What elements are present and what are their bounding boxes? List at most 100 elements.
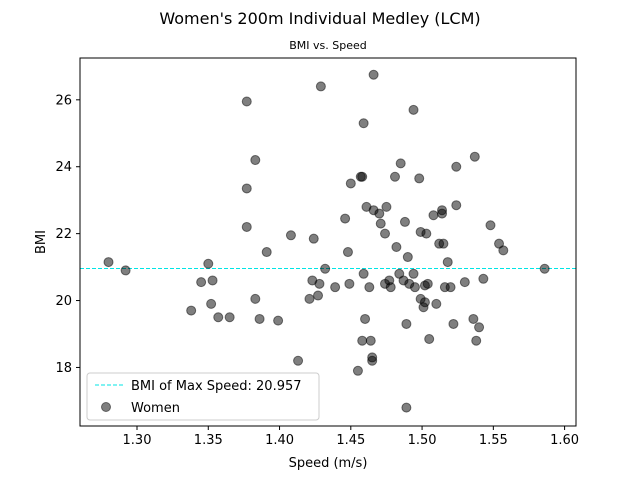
legend: BMI of Max Speed: 20.957 Women [86,372,320,421]
y-tick-label: 26 [55,93,72,108]
data-point [357,335,368,346]
data-point [203,258,214,269]
plot-frame [79,57,577,427]
data-point [293,355,304,366]
x-tick-label: 1.40 [265,433,294,448]
data-point [206,298,217,309]
data-point [445,282,456,293]
data-point [375,218,386,229]
legend-reference-label: BMI of Max Speed: 20.957 [131,379,302,394]
data-point [401,402,412,413]
data-point [437,208,448,219]
x-axis-ticks: 1.30 1.35 1.40 1.45 1.50 1.55 1.60 [123,426,579,448]
data-point [424,334,435,345]
data-point [213,312,224,323]
data-point [342,247,353,258]
data-point [474,322,485,333]
data-point [471,335,482,346]
legend-series-label: Women [131,401,180,416]
data-point [401,318,412,329]
y-tick-label: 22 [55,227,72,242]
data-point [273,315,284,326]
y-tick-label: 20 [55,294,72,309]
y-tick-label: 24 [55,160,72,175]
data-point [469,151,480,162]
legend-series-swatch [101,402,111,412]
data-point [352,365,363,376]
data-point [399,216,410,227]
x-tick-label: 1.35 [194,433,223,448]
data-point [250,293,261,304]
data-point [389,171,400,182]
legend-box [86,372,320,421]
data-point [408,268,419,279]
data-point [364,282,375,293]
data-point [459,277,470,288]
data-point [330,282,341,293]
data-point [250,155,261,166]
data-point [409,282,420,293]
chart-title: Women's 200m Individual Medley (LCM) [159,9,480,28]
data-point [428,210,439,221]
data-point [421,228,432,239]
data-point [402,252,413,263]
data-point [539,263,550,274]
data-point [367,352,378,363]
data-point [304,293,315,304]
x-tick-label: 1.30 [123,433,152,448]
data-point [207,275,218,286]
data-point [285,230,296,241]
x-tick-label: 1.55 [479,433,508,448]
data-point [340,213,351,224]
data-point [241,96,252,107]
data-point [385,282,396,293]
data-point [358,118,369,129]
data-point [451,161,462,172]
x-tick-label: 1.50 [408,433,437,448]
data-point [380,228,391,239]
data-point [442,257,453,268]
data-point [320,263,331,274]
y-axis-ticks: 18 20 22 24 26 [55,93,80,376]
y-tick-label: 18 [55,361,72,376]
x-axis-label: Speed (m/s) [289,456,368,471]
data-point [422,278,433,289]
data-point [365,335,376,346]
data-point [391,242,402,253]
data-point [468,313,479,324]
data-point [448,318,459,329]
data-points [103,69,550,413]
data-point [345,178,356,189]
data-point [315,81,326,92]
data-point [314,278,325,289]
chart-subtitle: BMI vs. Speed [289,39,367,52]
data-point [357,171,368,182]
data-point [344,278,355,289]
data-point [120,265,131,276]
data-point [414,173,425,184]
y-axis-label: BMI [34,230,49,254]
data-point [254,313,265,324]
plot-area [80,58,576,426]
data-point [438,238,449,249]
data-point [103,257,114,268]
data-point [478,273,489,284]
data-point [381,201,392,212]
data-point [196,277,207,288]
data-point [241,183,252,194]
data-point [368,69,379,80]
data-point [308,233,319,244]
data-point [358,268,369,279]
data-point [374,208,385,219]
data-point [395,158,406,169]
data-point [431,298,442,309]
data-point [224,312,235,323]
data-point [419,297,430,308]
data-point [498,245,509,256]
data-point [485,220,496,231]
x-tick-label: 1.45 [336,433,365,448]
data-point [360,313,371,324]
data-point [261,247,272,258]
